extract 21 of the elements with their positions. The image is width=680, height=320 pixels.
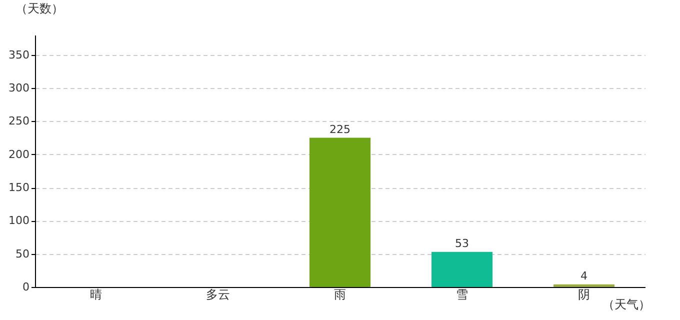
y-tick-label: 200 bbox=[8, 148, 30, 161]
x-tick-label: 阴 bbox=[578, 288, 590, 302]
x-tick-label: 雨 bbox=[334, 288, 346, 302]
x-axis-title: （天气） bbox=[602, 298, 650, 312]
y-axis-title: （天数） bbox=[16, 2, 64, 16]
y-tick-label: 250 bbox=[8, 114, 30, 128]
y-tick-label: 150 bbox=[8, 181, 30, 194]
y-tick-label: 50 bbox=[16, 247, 30, 260]
data-label: 225 bbox=[330, 122, 350, 136]
y-tick-label: 300 bbox=[8, 82, 30, 95]
x-tick-label: 雪 bbox=[456, 288, 468, 302]
data-label: 4 bbox=[580, 269, 588, 282]
y-tick-label: 0 bbox=[22, 280, 30, 294]
y-tick-label: 100 bbox=[8, 214, 30, 228]
x-tick-label: 多云 bbox=[206, 288, 230, 302]
y-tick-label: 350 bbox=[8, 48, 30, 62]
data-label: 53 bbox=[455, 236, 469, 250]
bar bbox=[554, 284, 614, 287]
bar bbox=[310, 138, 370, 287]
x-tick-label: 晴 bbox=[90, 288, 102, 302]
bar bbox=[432, 252, 492, 287]
